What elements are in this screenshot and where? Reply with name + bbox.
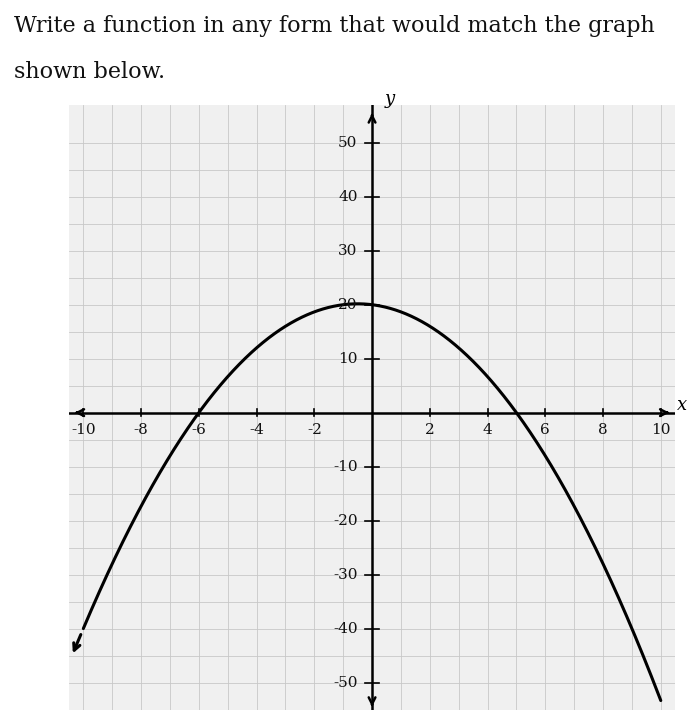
Text: 30: 30 (338, 244, 358, 258)
Text: -6: -6 (192, 424, 206, 437)
Text: Write a function in any form that would match the graph: Write a function in any form that would … (14, 14, 655, 37)
Text: x: x (677, 395, 687, 413)
Text: -50: -50 (333, 675, 358, 689)
Text: -20: -20 (333, 513, 358, 528)
Text: 2: 2 (425, 424, 435, 437)
Text: 10: 10 (651, 424, 670, 437)
Text: -2: -2 (307, 424, 322, 437)
Text: y: y (384, 90, 394, 108)
Text: 20: 20 (338, 298, 358, 312)
Text: -10: -10 (71, 424, 96, 437)
Text: -8: -8 (134, 424, 148, 437)
Text: -30: -30 (333, 568, 358, 581)
Text: 10: 10 (338, 352, 358, 366)
Text: 6: 6 (540, 424, 551, 437)
Text: 50: 50 (338, 136, 358, 150)
Text: -10: -10 (333, 460, 358, 473)
Text: shown below.: shown below. (14, 61, 165, 83)
Text: 8: 8 (598, 424, 608, 437)
Text: 4: 4 (483, 424, 493, 437)
Text: -40: -40 (333, 622, 358, 636)
Text: -4: -4 (249, 424, 264, 437)
Text: 40: 40 (338, 190, 358, 203)
